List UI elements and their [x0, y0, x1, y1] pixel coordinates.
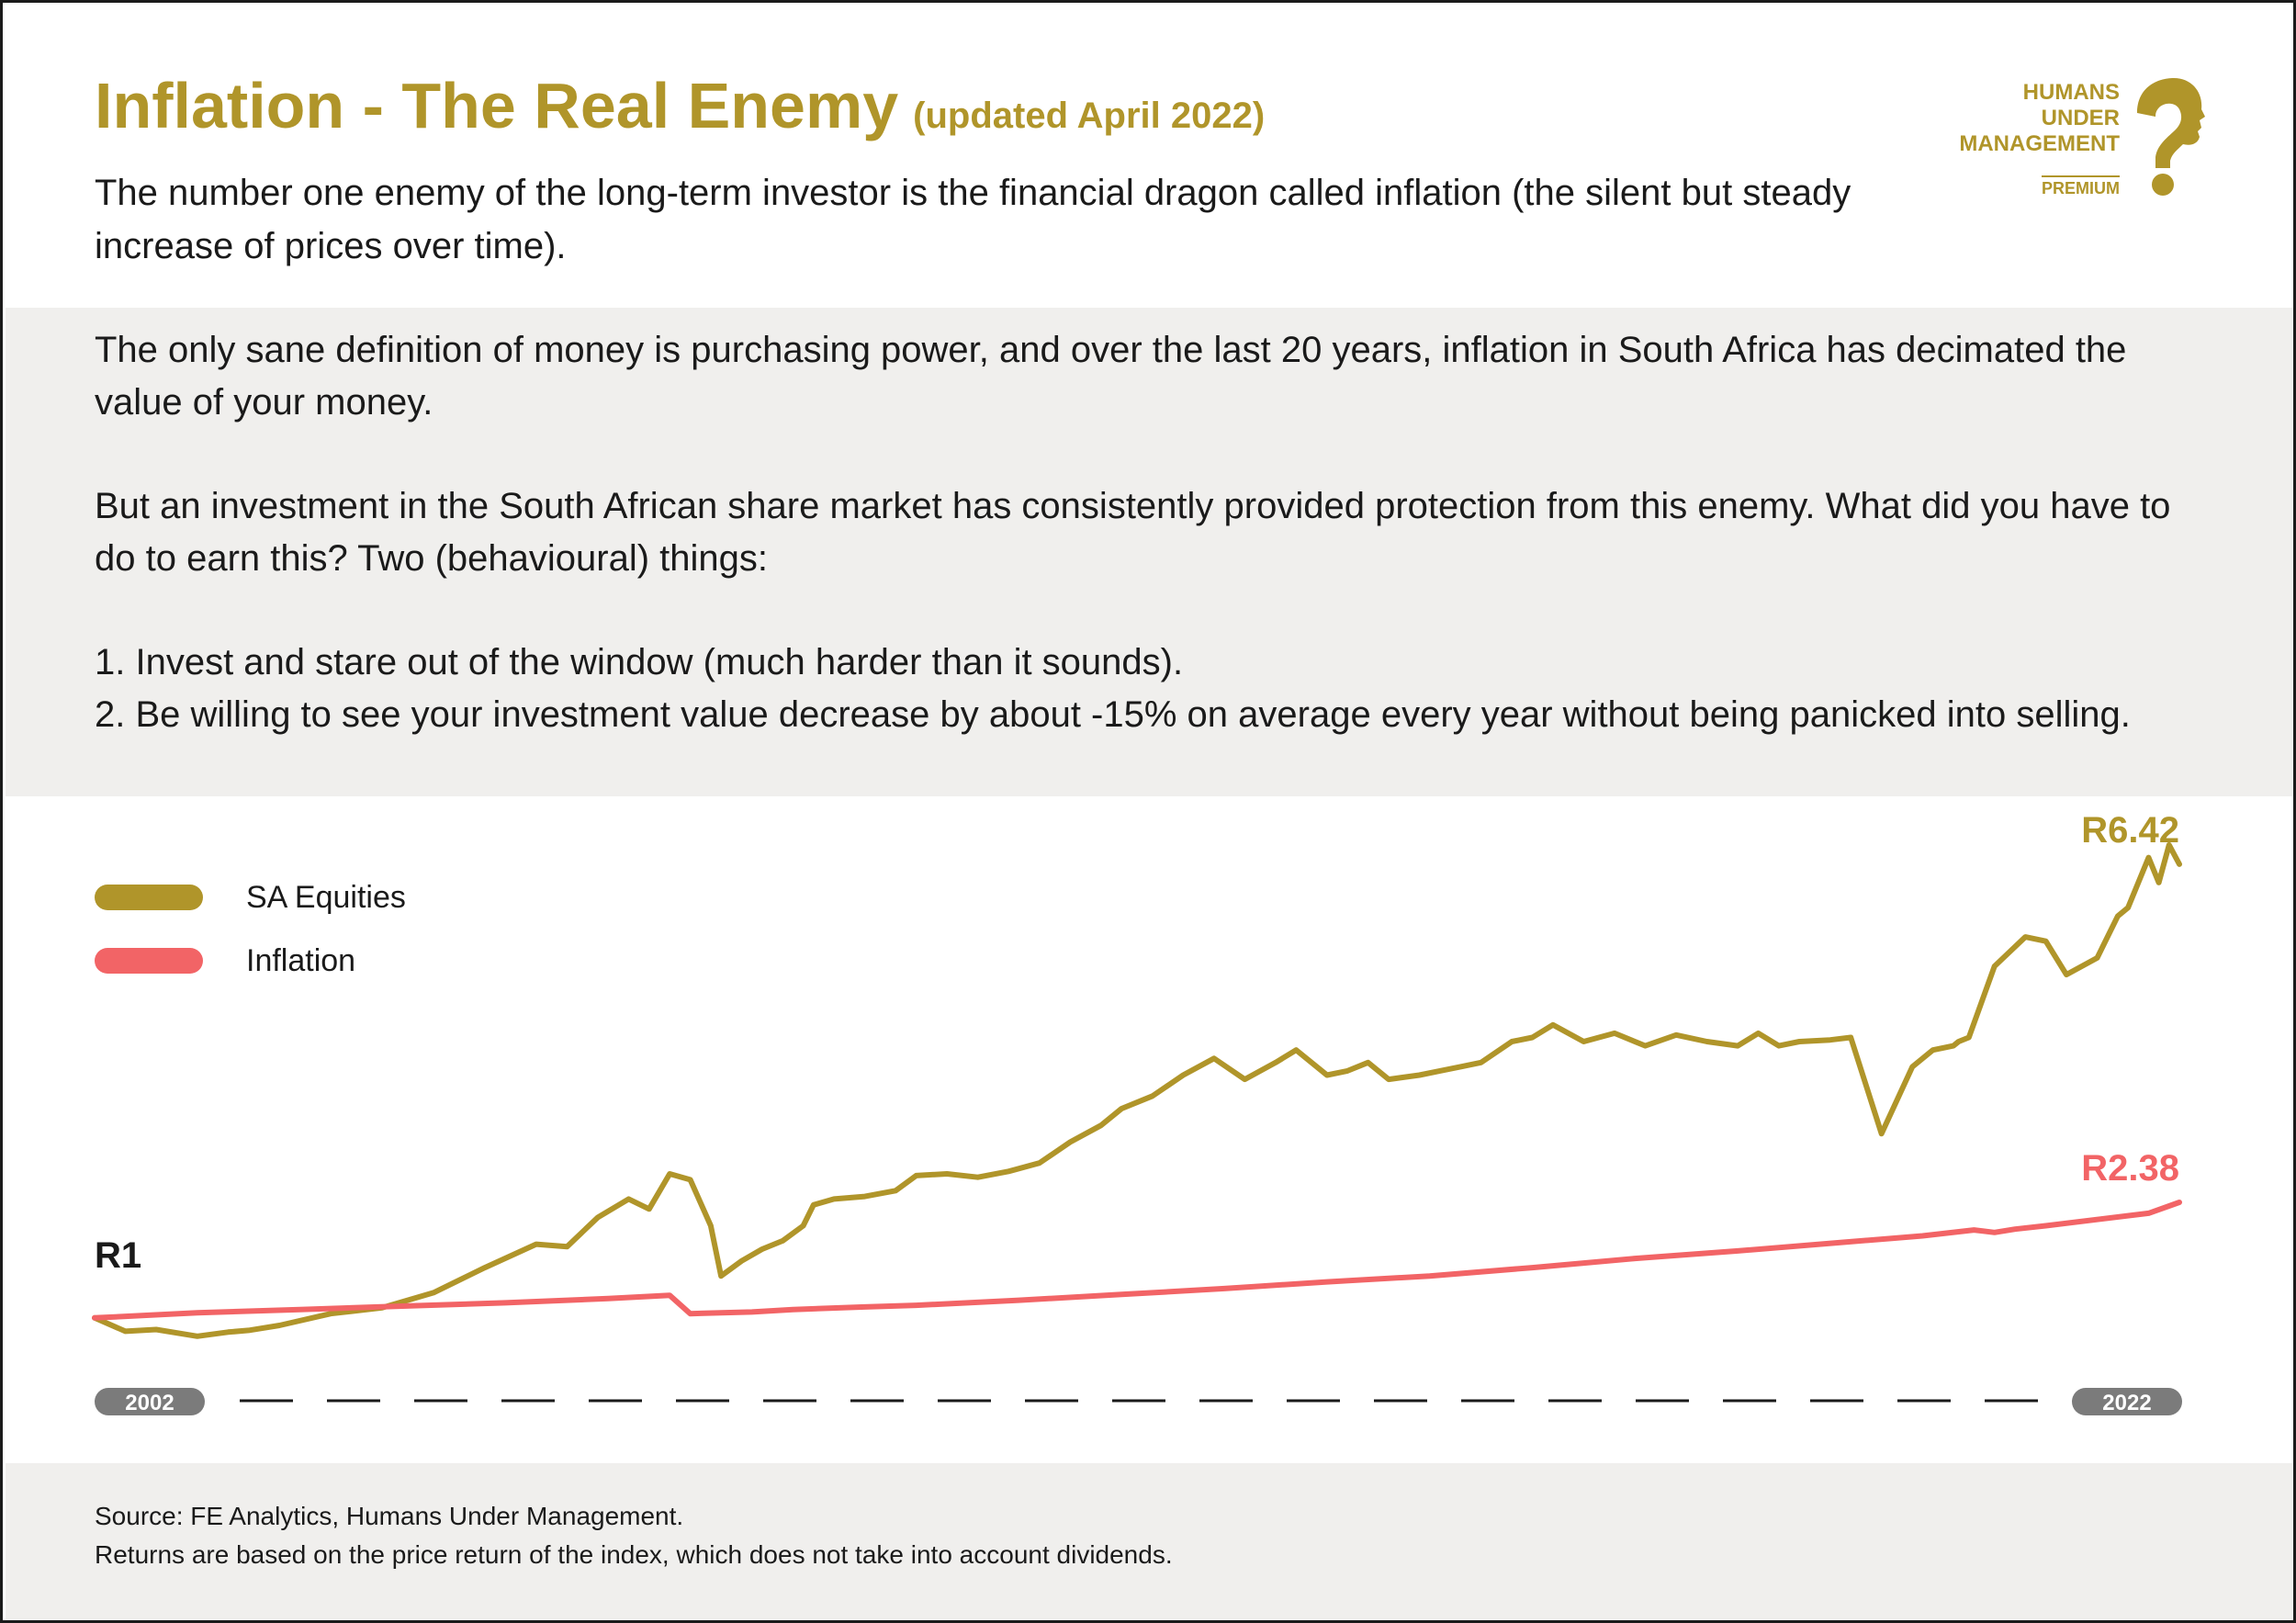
legend-label-sa-equities: SA Equities: [246, 879, 406, 915]
list-item-1: 1. Invest and stare out of the window (m…: [95, 642, 1184, 682]
logo-line-1: HUMANS: [2022, 80, 2120, 105]
premium-badge: PREMIUM: [2042, 175, 2120, 198]
x-tick-end-pill: [2072, 1388, 2182, 1415]
series-line-sa-equities: [92, 841, 2182, 1339]
end-label-inflation: R2.38: [2081, 1148, 2179, 1189]
legend-item-sa-equities: SA Equities: [95, 880, 406, 915]
page-subtitle: (updated April 2022): [913, 96, 1266, 136]
question-head-icon: [2137, 78, 2205, 196]
list-item-2: 2. Be willing to see your investment val…: [95, 694, 2131, 735]
legend-swatch-sa-equities: [95, 885, 203, 910]
logo-line-2: UNDER: [2041, 106, 2120, 130]
legend-label-inflation: Inflation: [246, 942, 356, 978]
x-tick-start-pill: [95, 1388, 205, 1415]
paragraph-share-market: But an investment in the South African s…: [95, 486, 2171, 579]
x-tick-start-label: 2002: [125, 1391, 174, 1415]
brand-logo: HUMANS UNDER MANAGEMENT PREMIUM: [1913, 76, 2207, 205]
line-chart: 2002 2022 R6.42 R2.38 R1: [92, 811, 2182, 1415]
x-tick-end-label: 2022: [2102, 1391, 2151, 1415]
page-title: Inflation - The Real Enemy (updated April…: [95, 70, 1266, 141]
intro-text: The number one enemy of the long-term in…: [95, 173, 1851, 266]
paragraph-purchasing-power: The only sane definition of money is pur…: [95, 330, 2127, 423]
x-tick-end: 2022: [2072, 1388, 2182, 1415]
start-label: R1: [95, 1235, 141, 1276]
end-label-sa-equities: R6.42: [2081, 811, 2179, 851]
legend-item-inflation: Inflation: [95, 943, 355, 978]
legend-swatch-inflation: [95, 948, 203, 974]
returns-note: Returns are based on the price return of…: [95, 1540, 1173, 1569]
logo-line-3: MANAGEMENT: [1959, 131, 2120, 156]
x-tick-start: 2002: [95, 1388, 205, 1415]
footer: Source: FE Analytics, Humans Under Manag…: [6, 1463, 2293, 1620]
explanation-panel: The only sane definition of money is pur…: [6, 308, 2293, 796]
series-line-inflation: [92, 1200, 2182, 1321]
source-note: Source: FE Analytics, Humans Under Manag…: [95, 1502, 684, 1530]
